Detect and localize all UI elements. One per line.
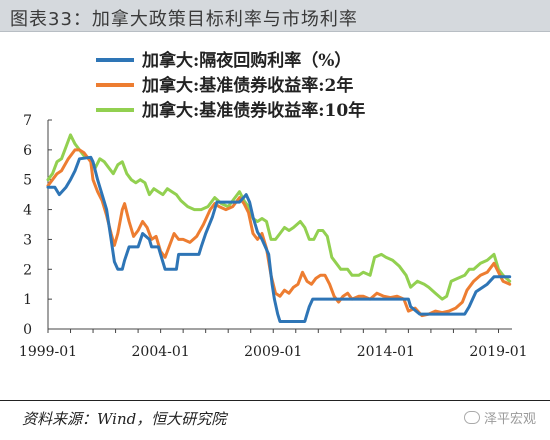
wechat-icon xyxy=(463,411,480,424)
plot-area xyxy=(46,133,512,323)
axes: 0 1 2 3 4 5 6 7 1999-01 2004-01 2009-01 2014-01 2019… xyxy=(19,113,528,360)
y-tick-label: 3 xyxy=(23,232,32,248)
y-tick-label: 2 xyxy=(23,262,32,278)
y-tick-label: 5 xyxy=(23,173,32,189)
source-note: 资料来源：Wind，恒大研究院 xyxy=(22,410,227,428)
series-line-1 xyxy=(46,155,512,323)
y-tick-label: 4 xyxy=(23,203,32,219)
chart-caption: 图表33：加拿大政策目标利率与市场利率 xyxy=(10,9,358,30)
footer-divider xyxy=(0,400,550,401)
watermark-text: 泽平宏观 xyxy=(483,412,536,427)
line-chart: 加拿大:隔夜回购利率（%） 加拿大:基准债券收益率:2年加拿大:基准债券收益率:1… xyxy=(19,50,528,360)
x-tick-label: 1999-01 xyxy=(19,344,77,360)
series-line-3 xyxy=(46,133,512,301)
legend: 加拿大:隔夜回购利率（%） 加拿大:基准债券收益率:2年加拿大:基准债券收益率:1… xyxy=(96,50,365,121)
x-tick-label: 2014-01 xyxy=(357,344,415,360)
x-tick-label: 2009-01 xyxy=(244,344,302,360)
y-tick-label: 6 xyxy=(23,143,32,159)
legend-label: 加拿大:隔夜回购利率（%） xyxy=(141,50,351,71)
x-tick-label: 2019-01 xyxy=(469,344,527,360)
y-tick-label: 7 xyxy=(23,113,32,129)
legend-label: 加拿大:基准债券收益率:10年 xyxy=(141,100,365,121)
watermark: 泽平宏观 xyxy=(463,408,536,427)
x-tick-label: 2004-01 xyxy=(132,344,190,360)
y-tick-label: 0 xyxy=(23,322,32,338)
y-tick-label: 1 xyxy=(23,292,32,308)
title-bar: 图表33：加拿大政策目标利率与市场利率 xyxy=(0,0,550,32)
legend-label: 加拿大:基准债券收益率:2年 xyxy=(141,75,353,96)
